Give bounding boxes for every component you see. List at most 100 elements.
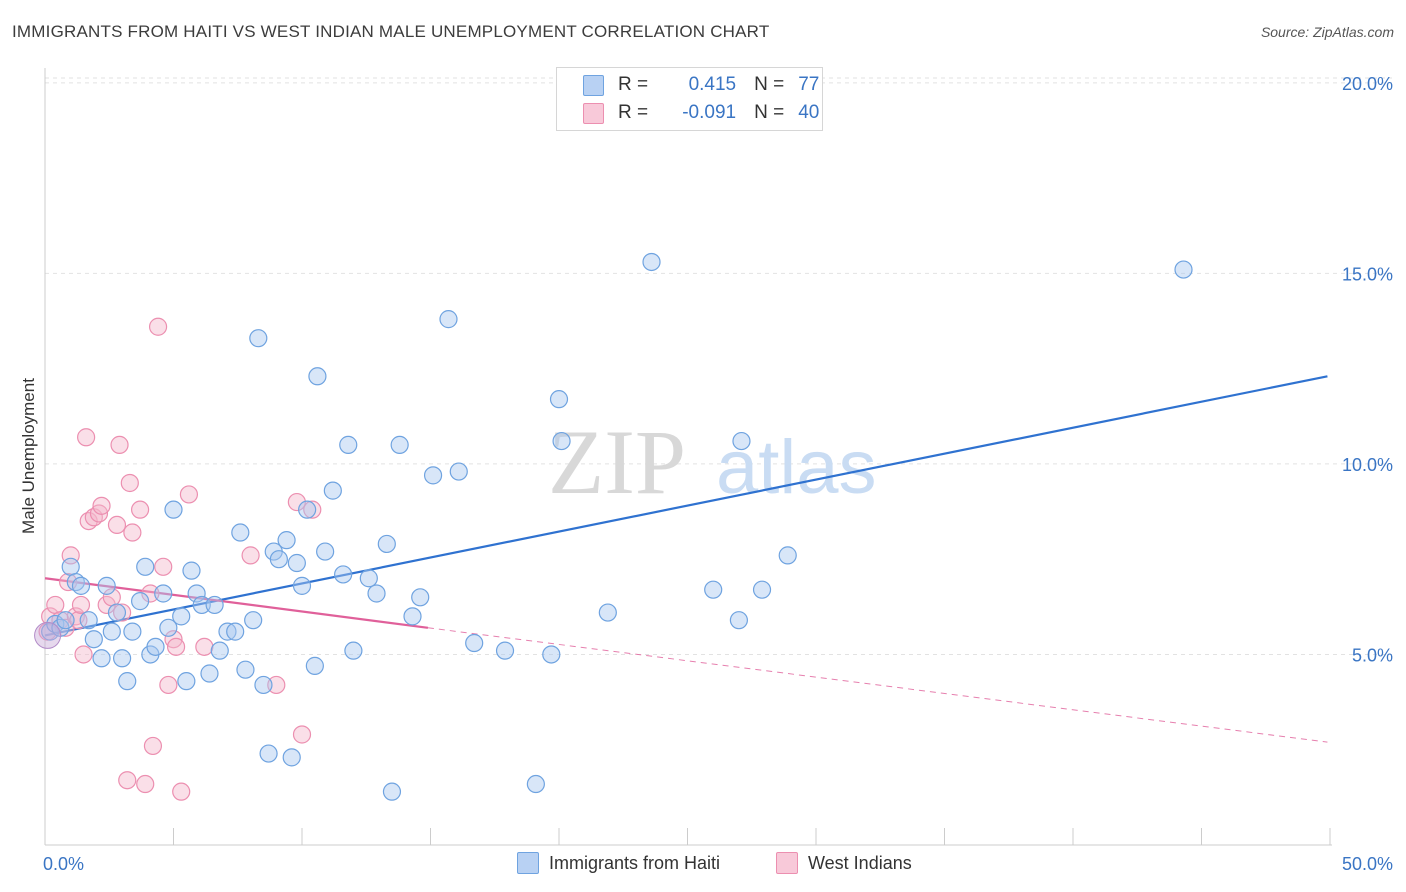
- data-point-haiti: [92, 649, 111, 668]
- data-point-west-indians: [195, 637, 214, 656]
- data-point-haiti: [382, 782, 402, 801]
- data-point-west-indians: [267, 675, 286, 695]
- legend-item-haiti[interactable]: Immigrants from Haiti: [517, 852, 720, 874]
- data-point-haiti: [218, 622, 237, 641]
- y-tick-labels: 5.0% 10.0% 15.0% 20.0%: [1342, 74, 1393, 666]
- data-point-haiti: [71, 576, 91, 595]
- y-tick-label: 10.0%: [1342, 455, 1393, 475]
- data-point-haiti: [187, 584, 206, 603]
- legend-label-west-indians: West Indians: [808, 852, 912, 873]
- legend-item-west-indians[interactable]: West Indians: [776, 852, 912, 874]
- data-point-haiti: [61, 557, 80, 576]
- data-point-haiti: [316, 542, 335, 561]
- data-point-haiti: [390, 435, 409, 454]
- y-tick-label: 20.0%: [1342, 74, 1393, 94]
- data-point-haiti: [112, 649, 132, 668]
- data-point-west-indians: [172, 782, 191, 801]
- data-point-west-indians: [136, 774, 155, 794]
- watermark-zip: ZIP: [548, 411, 686, 513]
- data-point-west-indians: [241, 546, 260, 565]
- series-west-indians: [38, 317, 322, 801]
- data-point-haiti: [526, 774, 545, 794]
- data-point-haiti: [210, 641, 229, 660]
- legend-r-label: R =: [618, 102, 649, 123]
- data-point-west-indians: [287, 492, 306, 512]
- data-point-haiti: [123, 622, 142, 641]
- data-point-west-indians: [120, 473, 139, 493]
- data-point-west-indians: [166, 637, 186, 656]
- x-tick-labels: 0.0% 50.0%: [43, 854, 1393, 874]
- data-point-haiti: [732, 431, 751, 451]
- data-point-west-indians: [74, 645, 93, 664]
- data-point-haiti: [642, 252, 661, 272]
- data-point-haiti: [323, 481, 342, 500]
- data-point-haiti: [308, 367, 327, 386]
- series-legend: Immigrants from Haiti West Indians: [0, 852, 1406, 878]
- data-point-haiti: [752, 580, 772, 599]
- legend-r-value: 0.415: [688, 74, 737, 95]
- data-point-haiti: [403, 607, 422, 626]
- y-tick-label: 15.0%: [1342, 264, 1393, 284]
- source-label: Source: ZipAtlas.com: [1260, 24, 1394, 40]
- data-point-haiti: [465, 633, 484, 653]
- data-point-west-indians: [77, 428, 96, 447]
- data-point-west-indians: [303, 500, 322, 519]
- data-point-haiti: [449, 462, 468, 481]
- legend-row-haiti: R = 0.415 N = 77: [557, 72, 819, 98]
- data-point-haiti: [130, 592, 150, 611]
- data-point-haiti: [549, 390, 569, 409]
- data-point-west-indians: [154, 557, 173, 576]
- data-point-haiti: [367, 584, 386, 603]
- data-point-haiti: [269, 550, 288, 569]
- data-point-haiti: [292, 576, 312, 595]
- legend-n-value: 40: [798, 102, 820, 123]
- data-point-west-indians: [123, 523, 142, 542]
- axes: [44, 68, 1332, 846]
- data-point-west-indians: [179, 485, 199, 504]
- data-point-haiti: [1174, 260, 1193, 279]
- chart-title: IMMIGRANTS FROM HAITI VS WEST INDIAN MAL…: [12, 22, 770, 41]
- data-point-haiti: [552, 431, 571, 451]
- data-point-haiti: [282, 748, 301, 767]
- data-point-haiti: [249, 329, 268, 348]
- data-point-haiti: [205, 595, 224, 615]
- series-haiti: [34, 252, 1193, 801]
- x-tick-label: 50.0%: [1342, 854, 1393, 874]
- trendline-west-indians-dashed: [427, 627, 1328, 743]
- data-point-haiti: [177, 672, 196, 691]
- legend-swatch-west-indians: [583, 102, 604, 124]
- data-point-haiti: [231, 523, 250, 542]
- legend-r-value: -0.091: [682, 102, 737, 123]
- legend-swatch-west-indians: [776, 852, 798, 874]
- data-point-haiti: [298, 500, 317, 519]
- data-point-haiti: [277, 531, 296, 550]
- data-point-haiti: [254, 675, 273, 695]
- data-point-haiti: [359, 569, 378, 588]
- data-point-haiti: [172, 607, 191, 626]
- x-tick-label: 0.0%: [43, 854, 84, 874]
- trendline-west-indians-solid: [44, 577, 429, 629]
- data-point-haiti: [79, 611, 98, 630]
- data-point-haiti: [334, 565, 353, 584]
- legend-label-haiti: Immigrants from Haiti: [549, 852, 721, 873]
- data-point-west-indians: [71, 595, 91, 615]
- data-point-haiti: [192, 595, 211, 615]
- data-point-haiti: [236, 660, 255, 679]
- data-point-west-indians: [112, 603, 132, 622]
- data-point-west-indians: [159, 675, 178, 695]
- data-point-haiti: [84, 630, 103, 649]
- gridlines: [45, 77, 1392, 655]
- data-point-haiti: [259, 744, 278, 763]
- watermark-atlas: atlas: [716, 425, 877, 510]
- data-point-west-indians: [143, 736, 163, 756]
- data-point-haiti: [377, 534, 396, 554]
- data-point-haiti: [704, 580, 723, 599]
- data-point-west-indians: [110, 435, 129, 454]
- data-point-haiti: [226, 622, 245, 641]
- data-point-haiti: [423, 466, 443, 485]
- correlation-legend: R = 0.415 N = 77 R = -0.091 N = 40: [556, 67, 823, 131]
- data-point-west-indians: [107, 515, 127, 535]
- data-point-haiti: [200, 664, 219, 683]
- data-point-haiti: [154, 584, 173, 603]
